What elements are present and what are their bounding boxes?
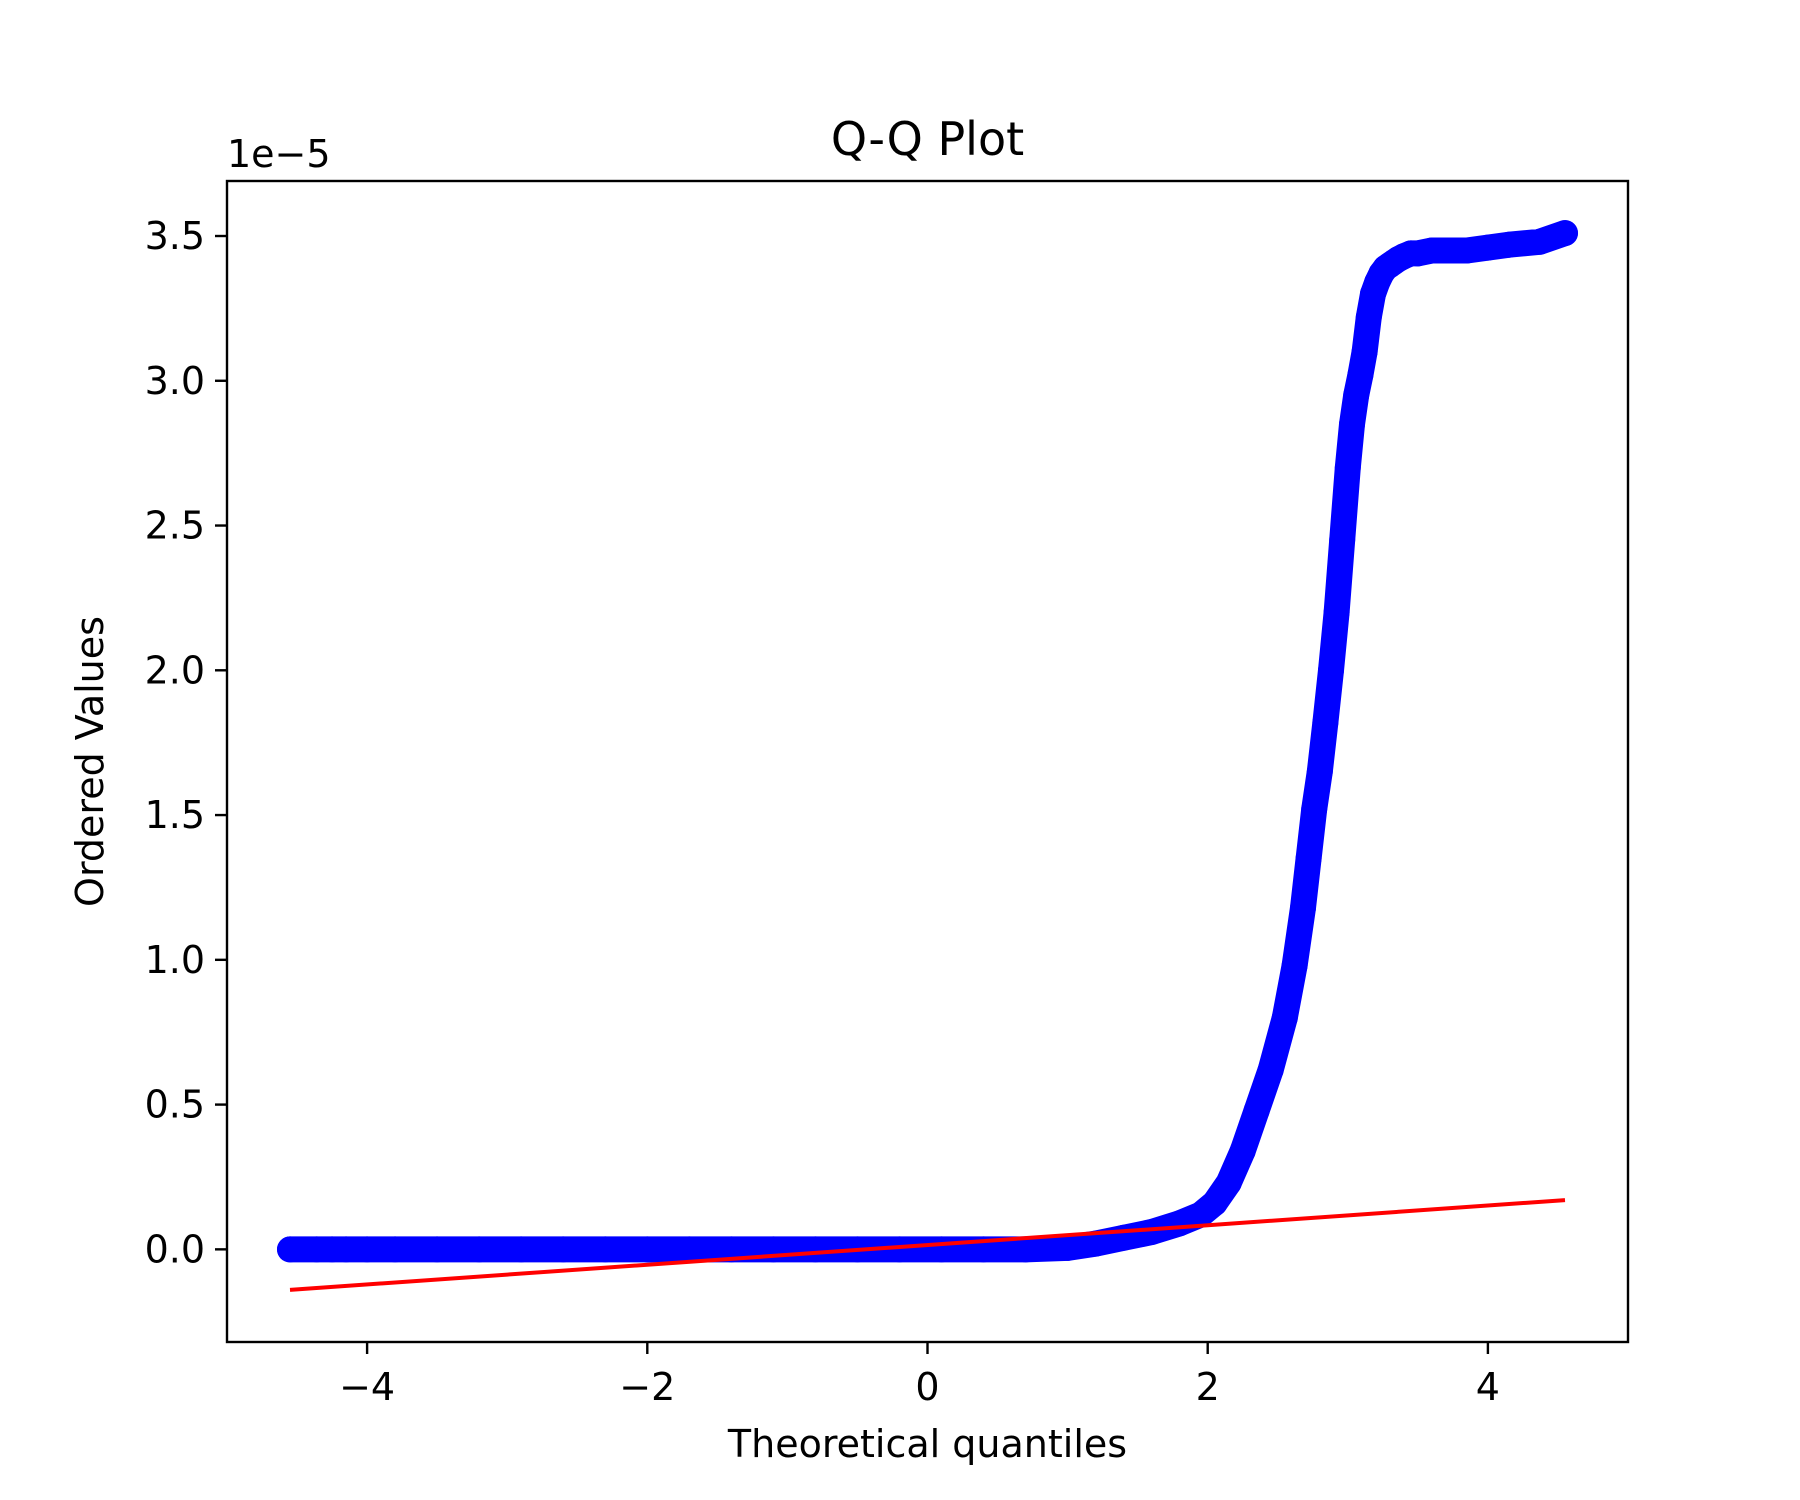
- qq-sample-point: [1453, 237, 1480, 264]
- qq-sample-point: [1474, 234, 1501, 261]
- qq-sample-point: [1290, 894, 1316, 921]
- qq-sample-point: [1271, 1004, 1298, 1031]
- qq-sample-point: [1243, 1097, 1270, 1124]
- qq-sample-point: [1301, 796, 1328, 823]
- qq-sample-point: [1312, 709, 1339, 736]
- y-tick-label: 0.0: [145, 1227, 205, 1271]
- qq-sample-point: [1295, 845, 1322, 872]
- qq-sample-point: [1432, 237, 1459, 264]
- y-tick-label: 2.5: [145, 504, 205, 548]
- qq-sample-point: [1054, 1234, 1081, 1261]
- qq-sample-point: [1215, 1169, 1242, 1196]
- qq-sample-point: [1334, 454, 1361, 481]
- qq-sample-point: [382, 1236, 409, 1263]
- qq-sample-point: [928, 1236, 955, 1263]
- qq-sample-point: [592, 1236, 619, 1263]
- qq-sample-point: [1012, 1236, 1039, 1263]
- qq-fit-line: [289, 1198, 1566, 1292]
- qq-sample-point: [1201, 1190, 1228, 1216]
- qq-sample-point: [676, 1236, 703, 1263]
- y-axis-offset-label: 1e−5: [227, 132, 331, 176]
- x-axis-label: Theoretical quantiles: [727, 1422, 1127, 1466]
- qq-sample-point: [1323, 599, 1350, 626]
- plot-layer: [277, 220, 1578, 1292]
- qq-sample-point: [1526, 228, 1553, 255]
- qq-sample-point: [1355, 304, 1382, 331]
- y-tick-label: 3.5: [145, 214, 205, 258]
- qq-sample-point: [718, 1236, 745, 1263]
- x-tick-label: −4: [339, 1365, 395, 1409]
- qq-sample-point: [508, 1236, 535, 1263]
- y-axis-label: Ordered Values: [68, 616, 112, 907]
- qq-sample-point: [466, 1236, 493, 1263]
- qq-sample-point: [1166, 1210, 1193, 1237]
- qq-sample-point: [333, 1236, 360, 1263]
- qq-sample-point: [1339, 411, 1365, 438]
- y-tick-label: 1.5: [145, 793, 205, 837]
- qq-sample-point: [1281, 952, 1308, 979]
- y-tick-label: 2.0: [145, 648, 205, 692]
- qq-sample-point: [1229, 1137, 1256, 1164]
- x-axis-ticks: −4 −2 0 2 4: [339, 1342, 1500, 1409]
- x-tick-label: 4: [1476, 1365, 1500, 1409]
- qq-sample-point: [1082, 1230, 1109, 1257]
- qq-sample-point: [1329, 527, 1356, 553]
- qq-sample-point: [1318, 657, 1344, 684]
- qq-sample-point: [354, 1236, 381, 1263]
- qq-sample-point: [1138, 1219, 1165, 1245]
- qq-sample-point: [1306, 758, 1333, 785]
- qq-sample-point: [634, 1236, 661, 1263]
- qq-sample-point: [1495, 231, 1522, 258]
- y-axis-ticks: 0.0 0.5 1.0 1.5 2.0 2.5 3.0 3.5: [145, 214, 227, 1271]
- qq-sample-point: [424, 1236, 451, 1263]
- qq-sample-point: [886, 1236, 913, 1263]
- qq-sample-point: [277, 1236, 303, 1263]
- y-tick-label: 3.0: [145, 359, 205, 403]
- qq-sample-point: [1351, 338, 1378, 365]
- qq-sample-point: [1343, 382, 1370, 409]
- qq-sample-point: [1552, 220, 1578, 247]
- y-tick-label: 1.0: [145, 938, 205, 982]
- x-tick-label: 2: [1196, 1365, 1220, 1409]
- y-tick-label: 0.5: [145, 1083, 205, 1127]
- qq-sample-point: [1257, 1056, 1284, 1083]
- qq-sample-point: [550, 1236, 577, 1263]
- chart-title: Q-Q Plot: [831, 112, 1024, 166]
- x-tick-label: 0: [915, 1365, 939, 1409]
- qq-sample-point: [1347, 362, 1374, 388]
- qq-sample-point: [802, 1236, 829, 1263]
- qq-sample-point: [760, 1236, 787, 1263]
- x-tick-label: −2: [619, 1365, 675, 1409]
